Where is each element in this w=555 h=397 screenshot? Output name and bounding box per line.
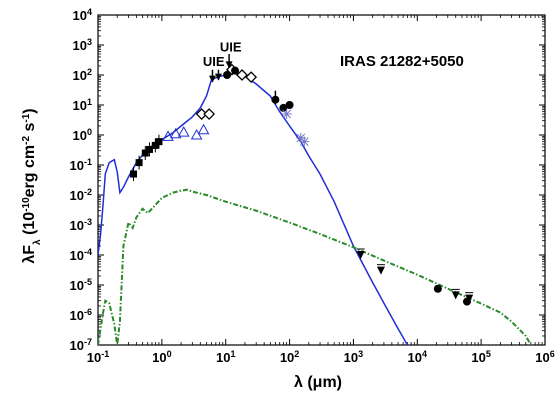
y-tick-label: 10-2 bbox=[70, 187, 92, 203]
object-label: IRAS 21282+5050 bbox=[340, 53, 464, 70]
plot-layer: 10-1 100 101 102 103 104 105 106 104 103 102 101 100… bbox=[70, 7, 555, 365]
data-point-asterisk bbox=[299, 136, 310, 147]
x-tick-label: 102 bbox=[280, 349, 299, 365]
y-tick-label: 10-3 bbox=[70, 217, 92, 233]
data-point-diamond bbox=[245, 71, 258, 84]
x-tick-label: 104 bbox=[408, 349, 427, 365]
dust-model-curve bbox=[98, 188, 532, 345]
y-tick-label: 100 bbox=[73, 127, 92, 143]
data-point-circle bbox=[433, 284, 442, 293]
data-point-circle bbox=[285, 101, 294, 109]
data-point-triangle-down bbox=[451, 291, 460, 300]
annotation-arrow-head bbox=[214, 73, 222, 81]
annotation-arrow-head bbox=[225, 61, 233, 69]
y-tick-label: 10-6 bbox=[70, 307, 92, 323]
data-point-triangle bbox=[177, 126, 190, 137]
data-point-diamond bbox=[203, 108, 216, 120]
y-tick-label: 10-7 bbox=[70, 337, 92, 353]
y-tick-label: 102 bbox=[73, 67, 92, 83]
data-point-triangle-down bbox=[376, 266, 385, 275]
data-point-circle bbox=[223, 71, 232, 79]
x-tick-label: 101 bbox=[216, 349, 235, 365]
data-point-triangle bbox=[162, 130, 174, 141]
data-point-circle bbox=[279, 103, 288, 112]
annotation-arrow-head bbox=[271, 97, 279, 105]
data-point-triangle bbox=[169, 127, 182, 139]
y-tick-label: 104 bbox=[73, 7, 92, 23]
y-axis-title: λFλ (10-10erg cm-2 s-1) bbox=[21, 108, 43, 263]
uie-label: UIE bbox=[203, 54, 225, 69]
x-tick-label: 10-1 bbox=[87, 349, 109, 365]
x-tick-label: 100 bbox=[152, 349, 171, 365]
y-tick-label: 103 bbox=[73, 37, 92, 53]
model-sed-curve bbox=[98, 71, 409, 345]
data-point-circle bbox=[231, 66, 240, 75]
x-tick-label: 106 bbox=[535, 349, 554, 365]
x-axis-title: λ (μm) bbox=[294, 374, 342, 391]
data-point-triangle-down bbox=[356, 251, 365, 259]
y-tick-label: 10-4 bbox=[70, 247, 92, 263]
y-tick-label: 10-5 bbox=[70, 277, 92, 293]
uie-label: UIE bbox=[220, 40, 242, 55]
data-point-diamond bbox=[236, 69, 248, 81]
x-tick-label: 103 bbox=[344, 349, 363, 365]
data-point-triangle bbox=[197, 123, 210, 135]
data-point-triangle bbox=[190, 128, 203, 140]
y-tick-label: 101 bbox=[73, 97, 92, 113]
y-tick-label: 10-1 bbox=[70, 157, 92, 173]
data-point-circle bbox=[462, 297, 471, 306]
x-tick-label: 105 bbox=[471, 349, 490, 365]
plot-frame bbox=[97, 14, 546, 346]
data-point-asterisk bbox=[281, 109, 292, 120]
annotation-arrow-head bbox=[208, 75, 216, 83]
